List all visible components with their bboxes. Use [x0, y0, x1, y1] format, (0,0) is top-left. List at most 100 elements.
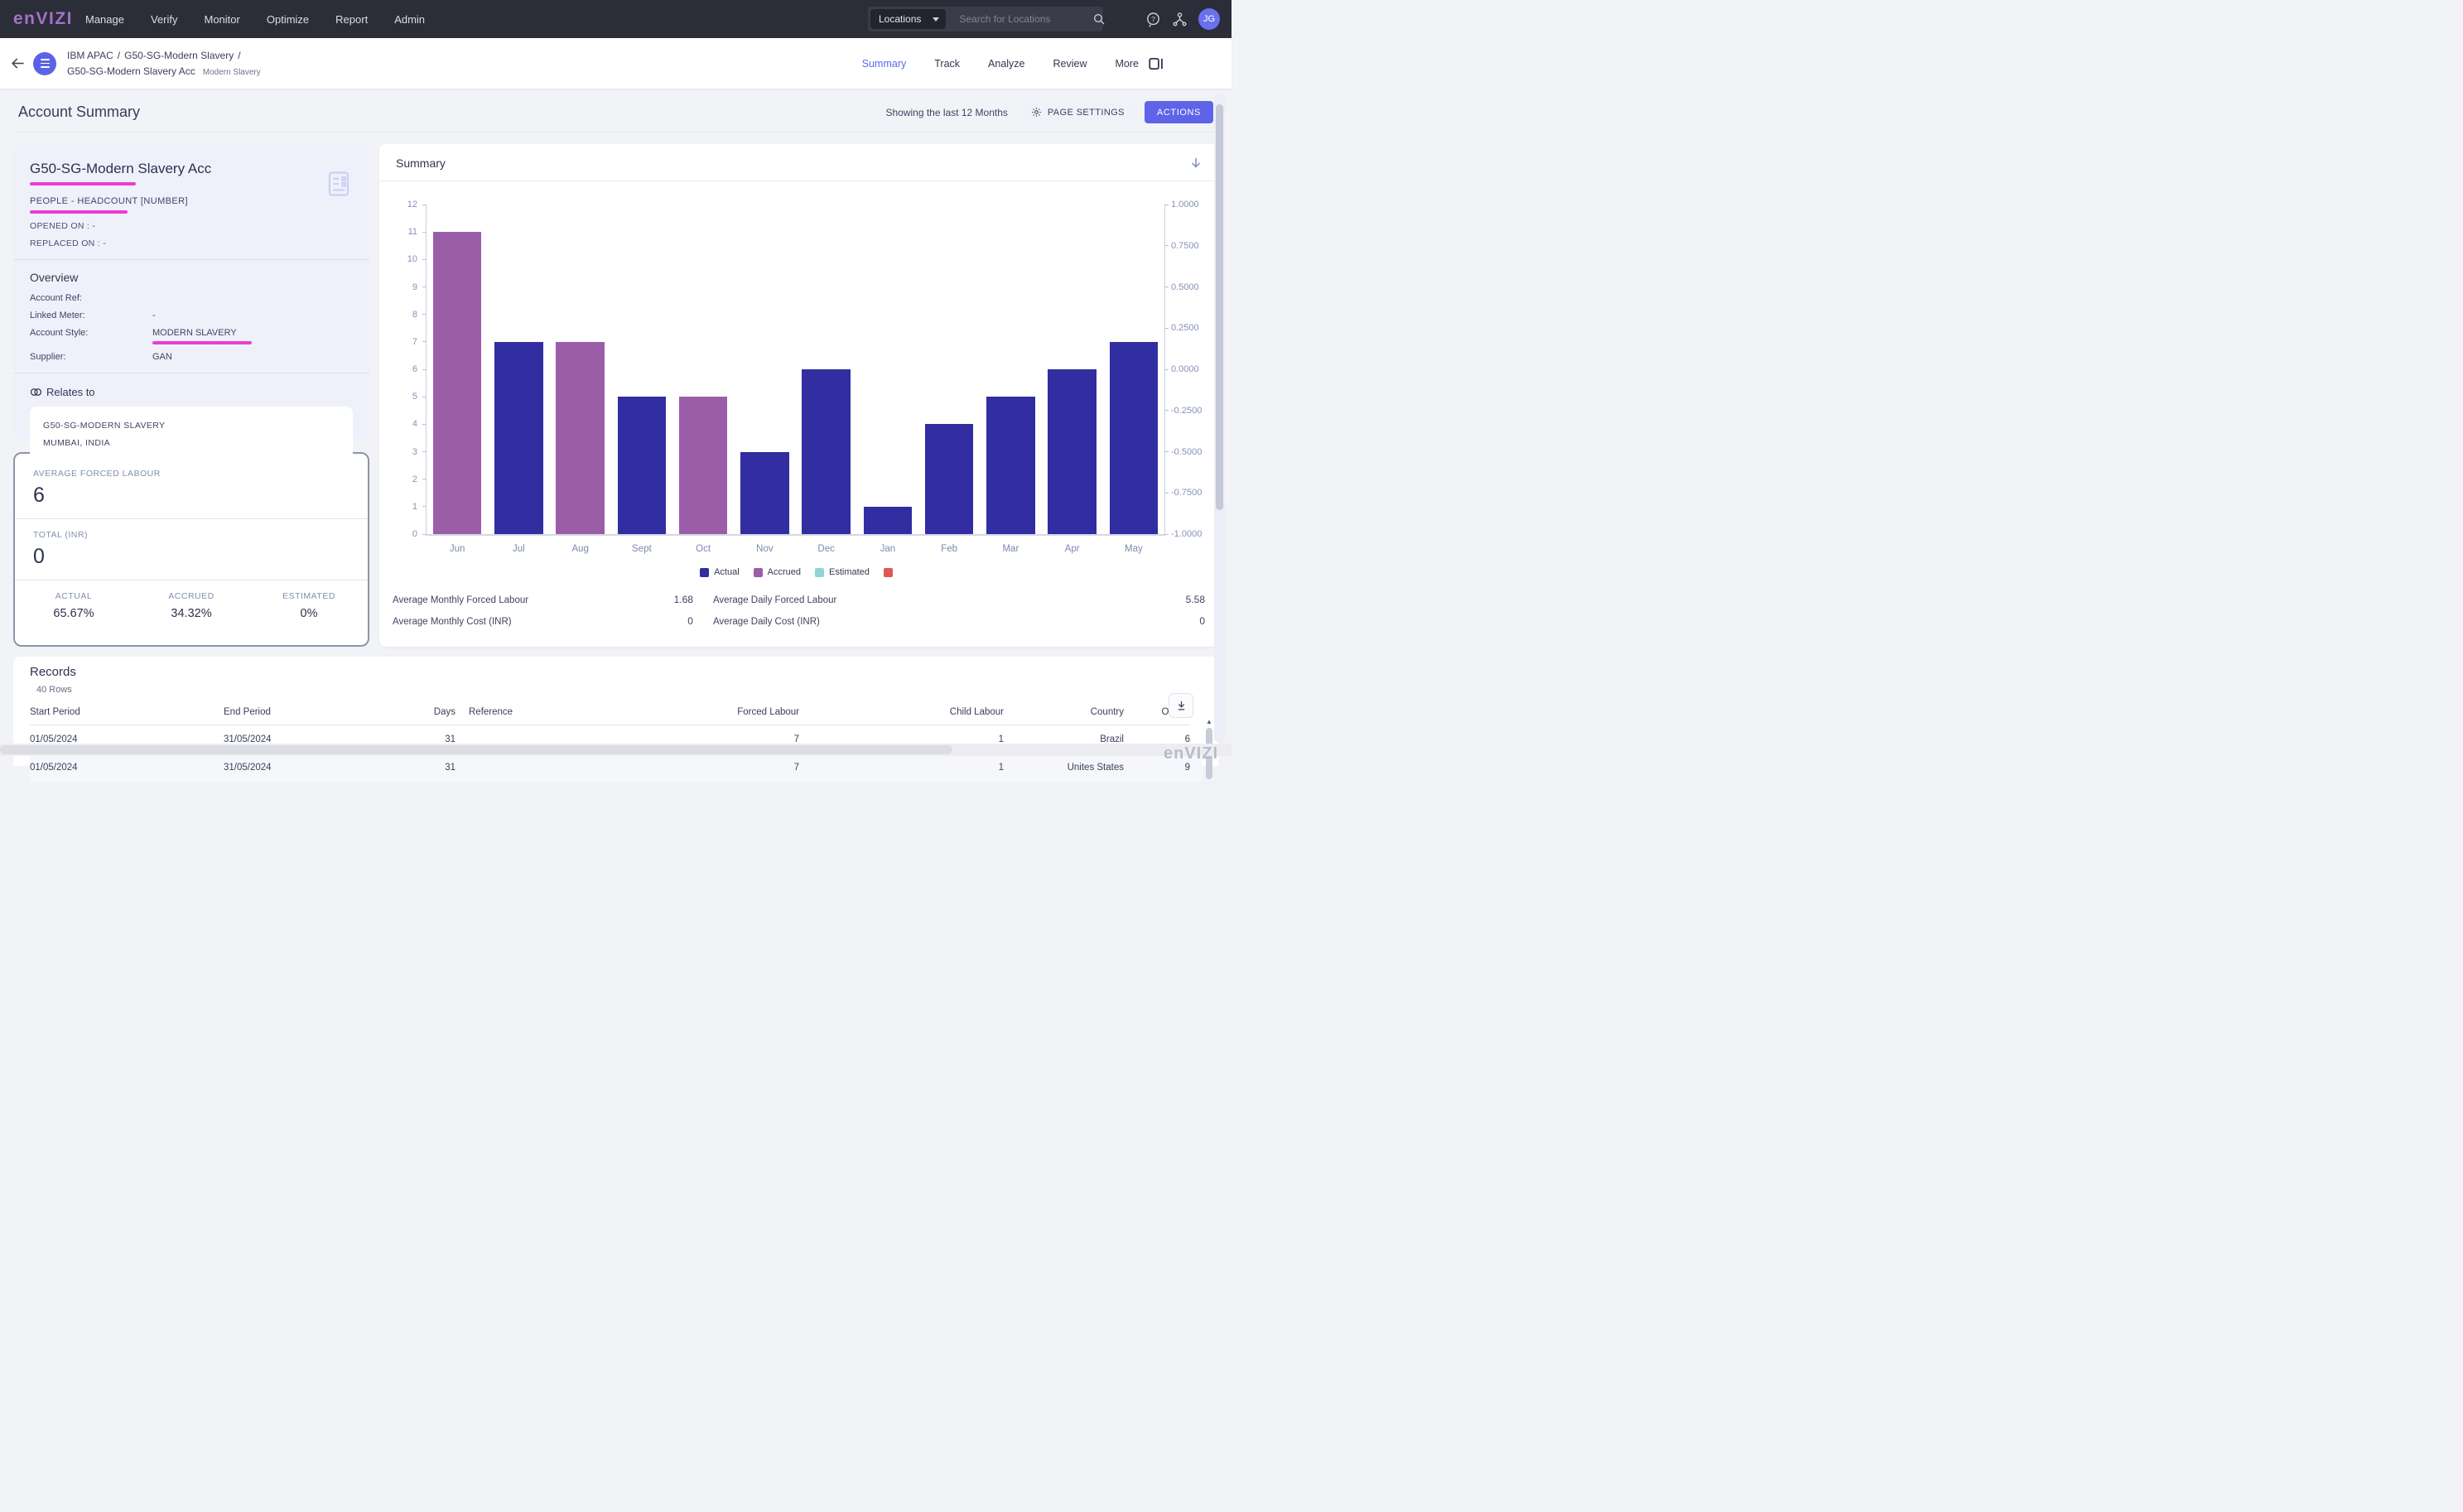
summary-stat-label: Average Monthly Forced Labour	[393, 595, 674, 605]
right-tick-mark	[1164, 534, 1169, 535]
x-label: Oct	[672, 544, 734, 554]
scroll-up-icon[interactable]: ▲	[1205, 718, 1213, 726]
breadcrumb-segment[interactable]: G50-SG-Modern Slavery	[124, 50, 234, 61]
actions-button[interactable]: ACTIONS	[1145, 101, 1213, 123]
column-header-days[interactable]: Days	[422, 702, 455, 725]
breadcrumb-current: G50-SG-Modern Slavery AccModern Slavery	[67, 65, 261, 77]
side-panel-toggle-icon[interactable]	[1149, 57, 1164, 70]
page-vertical-scrollbar[interactable]	[1214, 93, 1225, 743]
breadcrumb-segment[interactable]: IBM APAC	[67, 50, 113, 61]
bar-apr[interactable]	[1048, 369, 1097, 534]
column-header-forced-labour[interactable]: Forced Labour	[646, 702, 799, 725]
related-location: MUMBAI, INDIA	[43, 435, 340, 452]
hamburger-menu-button[interactable]	[33, 52, 56, 75]
column-header-reference[interactable]: Reference	[455, 702, 646, 725]
left-tick-mark	[422, 424, 427, 425]
field-label: Linked Meter:	[30, 311, 152, 320]
chart-x-labels: JunJulAugSeptOctNovDecJanFebMarAprMay	[427, 544, 1164, 554]
search-scope-select[interactable]: Locations	[870, 9, 946, 29]
percent-value: 0%	[250, 607, 368, 620]
field-label: Account Style:	[30, 328, 152, 338]
column-header-country[interactable]: Country	[1004, 702, 1124, 725]
bar-slot	[672, 205, 734, 534]
left-tick-label: 10	[407, 254, 417, 264]
page-hscrollbar-thumb[interactable]	[0, 745, 952, 754]
right-tick-label: -0.5000	[1171, 447, 1202, 457]
bar-oct[interactable]	[679, 397, 728, 534]
left-tick-label: 5	[412, 392, 417, 402]
download-chart-icon[interactable]	[1188, 156, 1203, 171]
bar-slot	[980, 205, 1041, 534]
percent-label: ESTIMATED	[250, 591, 368, 601]
labour-stats-card: AVERAGE FORCED LABOUR6TOTAL (INR)0ACTUAL…	[13, 452, 369, 647]
breadcrumb-separator: /	[238, 50, 240, 61]
right-tick-label: -1.0000	[1171, 529, 1202, 539]
tab-review[interactable]: Review	[1053, 58, 1087, 70]
left-tick-label: 9	[412, 282, 417, 292]
nav-item-monitor[interactable]: Monitor	[194, 8, 251, 31]
bar-dec[interactable]	[802, 369, 851, 534]
help-icon[interactable]: ?	[1145, 12, 1161, 27]
right-tick-label: -0.7500	[1171, 488, 1202, 498]
summary-stat: Average Daily Forced Labour5.58	[713, 594, 1205, 605]
right-tick-label: 0.5000	[1171, 282, 1199, 292]
bar-jun[interactable]	[433, 232, 482, 534]
left-tick-label: 8	[412, 310, 417, 320]
table-cell: 01/05/2024	[30, 754, 224, 782]
records-title: Records	[30, 665, 1202, 679]
search-input[interactable]	[951, 13, 1092, 25]
summary-stat-value: 0	[1199, 615, 1205, 627]
x-label: Jan	[857, 544, 918, 554]
bar-feb[interactable]	[925, 424, 974, 534]
main-menu: ManageVerifyMonitorOptimizeReportAdmin	[75, 8, 436, 31]
envizi-logo: enVIZI	[13, 9, 75, 29]
tab-more[interactable]: More	[1116, 58, 1139, 70]
hierarchy-icon[interactable]	[1172, 12, 1188, 27]
breadcrumb-bar: IBM APAC/G50-SG-Modern Slavery/ G50-SG-M…	[0, 38, 1232, 89]
left-tick-mark	[422, 451, 427, 452]
avatar[interactable]: JG	[1198, 8, 1220, 30]
metric-label: TOTAL (INR)	[33, 530, 349, 540]
x-label: Jul	[488, 544, 549, 554]
percent-value: 34.32%	[133, 607, 250, 620]
page-scrollbar-thumb[interactable]	[1216, 104, 1223, 510]
metric-label: AVERAGE FORCED LABOUR	[33, 469, 349, 479]
tab-track[interactable]: Track	[934, 58, 960, 70]
bar-nov[interactable]	[740, 452, 789, 535]
summary-panel: Summary JunJulAugSeptOctNovDecJanFebMarA…	[379, 144, 1218, 647]
overview-fields: Account Ref:Linked Meter:-Account Style:…	[30, 293, 353, 362]
magenta-underline	[30, 210, 128, 214]
table-row[interactable]: 01/05/202431/05/20243171Unites States9	[30, 754, 1202, 782]
search-icon[interactable]	[1092, 12, 1106, 26]
tab-analyze[interactable]: Analyze	[988, 58, 1024, 70]
left-tick-label: 11	[408, 227, 417, 237]
nav-item-manage[interactable]: Manage	[75, 8, 135, 31]
account-subtype: PEOPLE - HEADCOUNT [NUMBER]	[30, 196, 353, 206]
page-settings-button[interactable]: PAGE SETTINGS	[1021, 101, 1135, 123]
page-horizontal-scrollbar[interactable]	[0, 744, 1232, 756]
left-tick-mark	[422, 341, 427, 342]
summary-stat: Average Monthly Cost (INR)0	[393, 615, 693, 627]
magenta-underline	[152, 341, 252, 344]
nav-item-report[interactable]: Report	[325, 8, 378, 31]
column-header-start-period[interactable]: Start Period	[30, 702, 224, 725]
back-arrow-icon[interactable]	[10, 55, 26, 71]
nav-item-verify[interactable]: Verify	[140, 8, 189, 31]
right-tick-label: 0.2500	[1171, 323, 1199, 333]
bar-sept[interactable]	[618, 397, 667, 534]
bar-jan[interactable]	[864, 507, 913, 534]
left-tick-mark	[422, 259, 427, 260]
nav-item-optimize[interactable]: Optimize	[256, 8, 320, 31]
column-header-child-labour[interactable]: Child Labour	[799, 702, 1004, 725]
download-records-button[interactable]	[1169, 693, 1193, 718]
nav-item-admin[interactable]: Admin	[383, 8, 436, 31]
bar-aug[interactable]	[556, 342, 605, 534]
view-tabs: Summary Track Analyze Review More	[862, 38, 1139, 89]
right-tick-mark	[1164, 245, 1169, 246]
bar-may[interactable]	[1110, 342, 1159, 534]
tab-summary[interactable]: Summary	[862, 58, 906, 70]
related-location-card[interactable]: G50-SG-MODERN SLAVERY MUMBAI, INDIA	[30, 407, 353, 467]
column-header-end-period[interactable]: End Period	[224, 702, 422, 725]
bar-jul[interactable]	[494, 342, 543, 534]
bar-mar[interactable]	[986, 397, 1035, 534]
